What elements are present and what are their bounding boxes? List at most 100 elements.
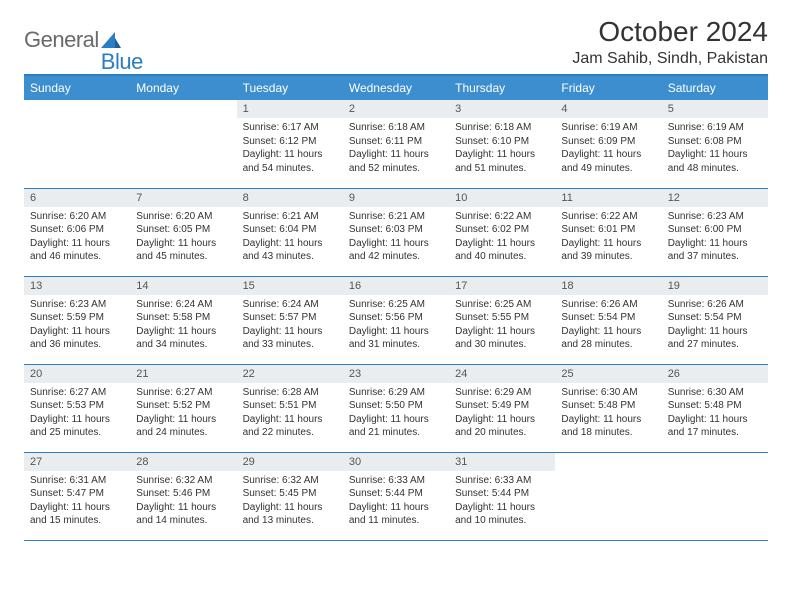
logo-triangle-icon bbox=[101, 32, 121, 48]
logo-text-general: General bbox=[24, 27, 99, 53]
weekday-header: Saturday bbox=[662, 75, 768, 100]
calendar-week-row: 6Sunrise: 6:20 AMSunset: 6:06 PMDaylight… bbox=[24, 188, 768, 276]
day-number: 9 bbox=[343, 189, 449, 207]
weekday-header: Friday bbox=[555, 75, 661, 100]
calendar-week-row: 20Sunrise: 6:27 AMSunset: 5:53 PMDayligh… bbox=[24, 364, 768, 452]
logo-text-blue: Blue bbox=[101, 49, 143, 75]
calendar-cell: 16Sunrise: 6:25 AMSunset: 5:56 PMDayligh… bbox=[343, 276, 449, 364]
day-details: Sunrise: 6:24 AMSunset: 5:57 PMDaylight:… bbox=[237, 295, 343, 355]
calendar-cell: 19Sunrise: 6:26 AMSunset: 5:54 PMDayligh… bbox=[662, 276, 768, 364]
day-details: Sunrise: 6:18 AMSunset: 6:11 PMDaylight:… bbox=[343, 118, 449, 178]
day-number: 13 bbox=[24, 277, 130, 295]
logo: General Blue bbox=[24, 16, 143, 64]
day-number: 25 bbox=[555, 365, 661, 383]
day-details: Sunrise: 6:20 AMSunset: 6:05 PMDaylight:… bbox=[130, 207, 236, 267]
weekday-header: Thursday bbox=[449, 75, 555, 100]
day-details: Sunrise: 6:30 AMSunset: 5:48 PMDaylight:… bbox=[662, 383, 768, 443]
day-number: 16 bbox=[343, 277, 449, 295]
day-number: 26 bbox=[662, 365, 768, 383]
calendar-cell: 20Sunrise: 6:27 AMSunset: 5:53 PMDayligh… bbox=[24, 364, 130, 452]
calendar-cell: 31Sunrise: 6:33 AMSunset: 5:44 PMDayligh… bbox=[449, 452, 555, 540]
calendar-cell: 12Sunrise: 6:23 AMSunset: 6:00 PMDayligh… bbox=[662, 188, 768, 276]
day-number: 31 bbox=[449, 453, 555, 471]
calendar-cell: 30Sunrise: 6:33 AMSunset: 5:44 PMDayligh… bbox=[343, 452, 449, 540]
day-number: 14 bbox=[130, 277, 236, 295]
day-details: Sunrise: 6:20 AMSunset: 6:06 PMDaylight:… bbox=[24, 207, 130, 267]
day-details: Sunrise: 6:28 AMSunset: 5:51 PMDaylight:… bbox=[237, 383, 343, 443]
calendar-cell bbox=[555, 452, 661, 540]
day-details: Sunrise: 6:19 AMSunset: 6:08 PMDaylight:… bbox=[662, 118, 768, 178]
title-block: October 2024 Jam Sahib, Sindh, Pakistan bbox=[572, 16, 768, 68]
day-number: 28 bbox=[130, 453, 236, 471]
calendar-cell: 26Sunrise: 6:30 AMSunset: 5:48 PMDayligh… bbox=[662, 364, 768, 452]
location: Jam Sahib, Sindh, Pakistan bbox=[572, 50, 768, 68]
calendar-cell: 25Sunrise: 6:30 AMSunset: 5:48 PMDayligh… bbox=[555, 364, 661, 452]
day-number: 10 bbox=[449, 189, 555, 207]
day-details: Sunrise: 6:31 AMSunset: 5:47 PMDaylight:… bbox=[24, 471, 130, 531]
calendar-cell: 3Sunrise: 6:18 AMSunset: 6:10 PMDaylight… bbox=[449, 100, 555, 188]
calendar-week-row: 27Sunrise: 6:31 AMSunset: 5:47 PMDayligh… bbox=[24, 452, 768, 540]
calendar-week-row: 13Sunrise: 6:23 AMSunset: 5:59 PMDayligh… bbox=[24, 276, 768, 364]
day-number: 19 bbox=[662, 277, 768, 295]
calendar-cell: 6Sunrise: 6:20 AMSunset: 6:06 PMDaylight… bbox=[24, 188, 130, 276]
day-number: 8 bbox=[237, 189, 343, 207]
calendar-cell: 10Sunrise: 6:22 AMSunset: 6:02 PMDayligh… bbox=[449, 188, 555, 276]
day-number: 11 bbox=[555, 189, 661, 207]
day-details: Sunrise: 6:30 AMSunset: 5:48 PMDaylight:… bbox=[555, 383, 661, 443]
day-details: Sunrise: 6:29 AMSunset: 5:50 PMDaylight:… bbox=[343, 383, 449, 443]
calendar-cell: 1Sunrise: 6:17 AMSunset: 6:12 PMDaylight… bbox=[237, 100, 343, 188]
calendar-cell bbox=[130, 100, 236, 188]
day-number: 1 bbox=[237, 100, 343, 118]
calendar-cell: 7Sunrise: 6:20 AMSunset: 6:05 PMDaylight… bbox=[130, 188, 236, 276]
calendar-cell: 15Sunrise: 6:24 AMSunset: 5:57 PMDayligh… bbox=[237, 276, 343, 364]
day-number: 21 bbox=[130, 365, 236, 383]
calendar-cell: 21Sunrise: 6:27 AMSunset: 5:52 PMDayligh… bbox=[130, 364, 236, 452]
day-details: Sunrise: 6:25 AMSunset: 5:55 PMDaylight:… bbox=[449, 295, 555, 355]
day-number: 12 bbox=[662, 189, 768, 207]
day-number: 23 bbox=[343, 365, 449, 383]
day-details: Sunrise: 6:33 AMSunset: 5:44 PMDaylight:… bbox=[343, 471, 449, 531]
day-details: Sunrise: 6:29 AMSunset: 5:49 PMDaylight:… bbox=[449, 383, 555, 443]
calendar-cell: 17Sunrise: 6:25 AMSunset: 5:55 PMDayligh… bbox=[449, 276, 555, 364]
day-details: Sunrise: 6:27 AMSunset: 5:53 PMDaylight:… bbox=[24, 383, 130, 443]
day-number: 17 bbox=[449, 277, 555, 295]
calendar-cell: 27Sunrise: 6:31 AMSunset: 5:47 PMDayligh… bbox=[24, 452, 130, 540]
day-number: 29 bbox=[237, 453, 343, 471]
day-details: Sunrise: 6:23 AMSunset: 6:00 PMDaylight:… bbox=[662, 207, 768, 267]
calendar-cell: 8Sunrise: 6:21 AMSunset: 6:04 PMDaylight… bbox=[237, 188, 343, 276]
calendar-cell bbox=[662, 452, 768, 540]
weekday-header: Sunday bbox=[24, 75, 130, 100]
calendar-cell: 22Sunrise: 6:28 AMSunset: 5:51 PMDayligh… bbox=[237, 364, 343, 452]
day-number: 2 bbox=[343, 100, 449, 118]
calendar-cell: 14Sunrise: 6:24 AMSunset: 5:58 PMDayligh… bbox=[130, 276, 236, 364]
day-number: 7 bbox=[130, 189, 236, 207]
day-details: Sunrise: 6:19 AMSunset: 6:09 PMDaylight:… bbox=[555, 118, 661, 178]
weekday-header-row: SundayMondayTuesdayWednesdayThursdayFrid… bbox=[24, 75, 768, 100]
day-number: 27 bbox=[24, 453, 130, 471]
day-details: Sunrise: 6:17 AMSunset: 6:12 PMDaylight:… bbox=[237, 118, 343, 178]
weekday-header: Tuesday bbox=[237, 75, 343, 100]
calendar-cell: 18Sunrise: 6:26 AMSunset: 5:54 PMDayligh… bbox=[555, 276, 661, 364]
day-details: Sunrise: 6:32 AMSunset: 5:45 PMDaylight:… bbox=[237, 471, 343, 531]
day-details: Sunrise: 6:27 AMSunset: 5:52 PMDaylight:… bbox=[130, 383, 236, 443]
day-details: Sunrise: 6:25 AMSunset: 5:56 PMDaylight:… bbox=[343, 295, 449, 355]
day-details: Sunrise: 6:23 AMSunset: 5:59 PMDaylight:… bbox=[24, 295, 130, 355]
calendar-cell: 9Sunrise: 6:21 AMSunset: 6:03 PMDaylight… bbox=[343, 188, 449, 276]
calendar-cell: 13Sunrise: 6:23 AMSunset: 5:59 PMDayligh… bbox=[24, 276, 130, 364]
day-details: Sunrise: 6:18 AMSunset: 6:10 PMDaylight:… bbox=[449, 118, 555, 178]
month-title: October 2024 bbox=[572, 16, 768, 48]
calendar-cell: 28Sunrise: 6:32 AMSunset: 5:46 PMDayligh… bbox=[130, 452, 236, 540]
day-details: Sunrise: 6:22 AMSunset: 6:01 PMDaylight:… bbox=[555, 207, 661, 267]
calendar-cell: 11Sunrise: 6:22 AMSunset: 6:01 PMDayligh… bbox=[555, 188, 661, 276]
calendar-cell: 24Sunrise: 6:29 AMSunset: 5:49 PMDayligh… bbox=[449, 364, 555, 452]
day-details: Sunrise: 6:22 AMSunset: 6:02 PMDaylight:… bbox=[449, 207, 555, 267]
calendar-cell: 2Sunrise: 6:18 AMSunset: 6:11 PMDaylight… bbox=[343, 100, 449, 188]
calendar-table: SundayMondayTuesdayWednesdayThursdayFrid… bbox=[24, 74, 768, 541]
day-details: Sunrise: 6:21 AMSunset: 6:03 PMDaylight:… bbox=[343, 207, 449, 267]
day-number: 4 bbox=[555, 100, 661, 118]
day-number: 5 bbox=[662, 100, 768, 118]
day-number: 18 bbox=[555, 277, 661, 295]
weekday-header: Wednesday bbox=[343, 75, 449, 100]
day-details: Sunrise: 6:21 AMSunset: 6:04 PMDaylight:… bbox=[237, 207, 343, 267]
day-details: Sunrise: 6:26 AMSunset: 5:54 PMDaylight:… bbox=[662, 295, 768, 355]
